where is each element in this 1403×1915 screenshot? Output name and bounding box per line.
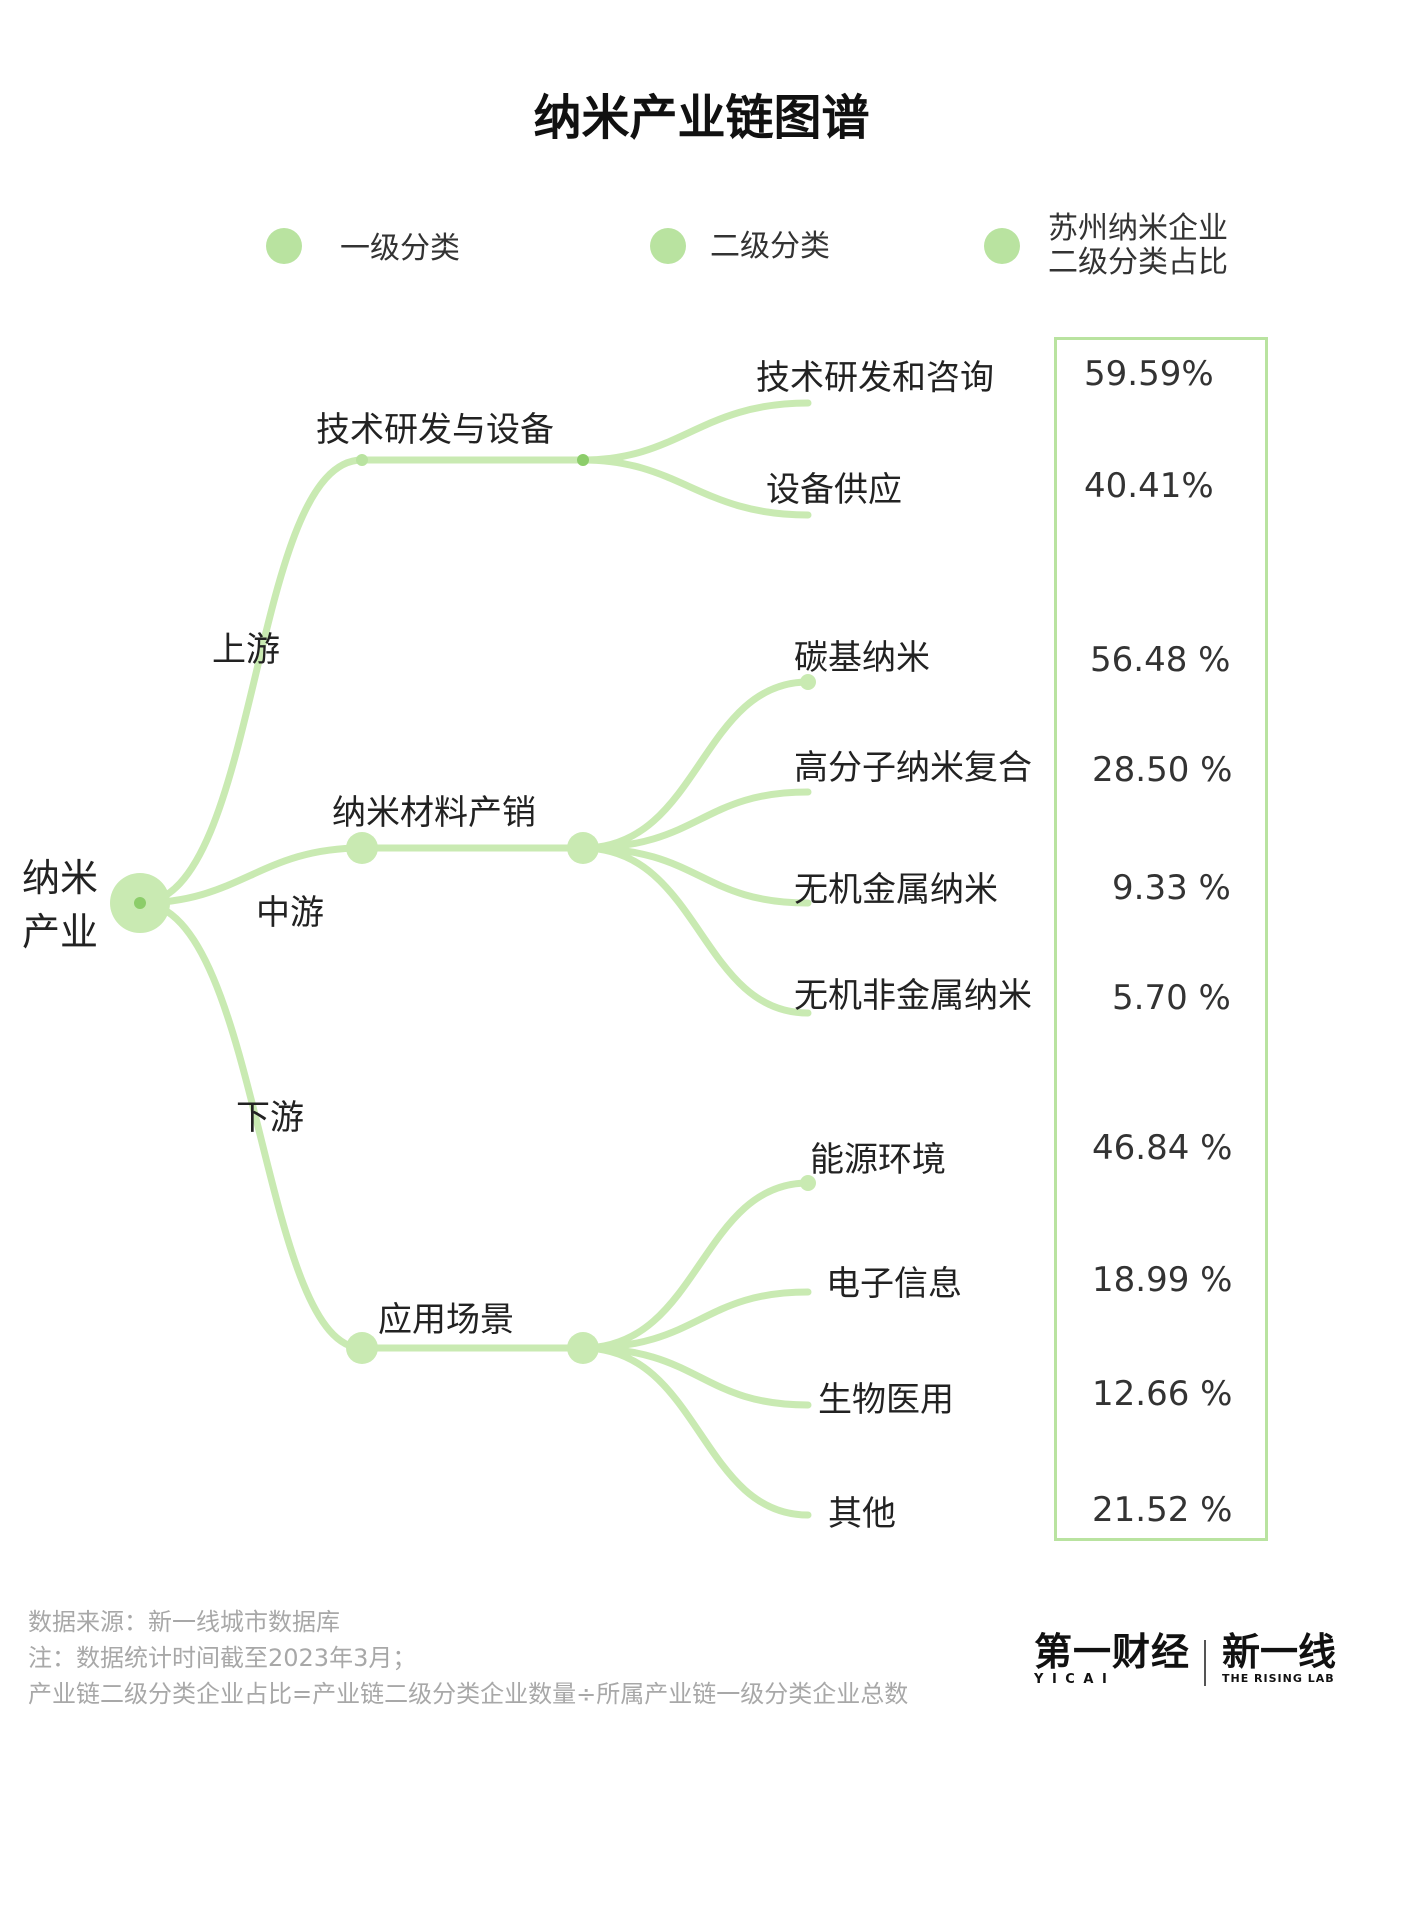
leaf-branch-8 <box>579 1288 812 1352</box>
tree-branches <box>136 399 812 1519</box>
leaf-branch-7 <box>579 1179 812 1352</box>
branch-downstream <box>136 899 366 1352</box>
logo-divider <box>1204 1640 1206 1686</box>
legend-share-label-line2: 二级分类占比 <box>1048 245 1228 280</box>
level2-label: 设备供应 <box>766 470 902 510</box>
leaf-branch-10 <box>579 1344 812 1519</box>
leaf-branch-1 <box>579 399 812 464</box>
leaf-branch-5 <box>579 844 812 907</box>
share-value: 5.70 % <box>1112 978 1231 1018</box>
level2-label: 无机非金属纳米 <box>794 976 1032 1016</box>
rising-lab-logo-text: 新一线 <box>1222 1630 1337 1674</box>
share-value: 59.59% <box>1084 354 1214 394</box>
level2-label: 其他 <box>828 1494 896 1534</box>
node-material-start <box>346 832 378 864</box>
footnote-date: 注：数据统计时间截至2023年3月； <box>28 1644 417 1672</box>
level1-label-application: 应用场景 <box>378 1300 514 1340</box>
leaf-branch-2 <box>579 456 812 519</box>
legend-level1-label: 一级分类 <box>340 231 460 266</box>
node-tech-split <box>577 454 589 466</box>
legend-share-label-line1: 苏州纳米企业 <box>1048 211 1228 246</box>
tier-label-downstream: 下游 <box>236 1098 304 1138</box>
level1-label-tech: 技术研发与设备 <box>316 410 554 450</box>
node-application-start <box>346 1332 378 1364</box>
legend-level2-label: 二级分类 <box>710 229 830 264</box>
tier-label-upstream: 上游 <box>212 630 280 670</box>
level2-label: 技术研发和咨询 <box>756 358 994 398</box>
tier-label-midstream: 中游 <box>256 893 324 933</box>
yicai-logo-sub: Y I C A I <box>1034 1672 1109 1687</box>
leaf-node <box>800 1175 816 1191</box>
leaf-branch-9 <box>579 1344 812 1409</box>
legend-share-dot <box>984 228 1020 264</box>
share-value: 40.41% <box>1084 466 1214 506</box>
share-value: 28.50 % <box>1092 750 1233 790</box>
node-material-split <box>567 832 599 864</box>
root-label-line2: 产业 <box>22 910 99 954</box>
legend-level2-dot <box>650 228 686 264</box>
footnote-formula: 产业链二级分类企业占比=产业链二级分类企业数量÷所属产业链一级分类企业总数 <box>28 1680 909 1708</box>
legend-level1-dot <box>266 228 302 264</box>
share-value: 9.33 % <box>1112 868 1231 908</box>
level2-label: 高分子纳米复合 <box>794 748 1032 788</box>
root-node-center <box>134 897 146 909</box>
share-column-frame <box>1054 337 1268 1541</box>
leaf-branch-3 <box>579 678 812 852</box>
level2-label: 生物医用 <box>818 1380 954 1420</box>
share-value: 46.84 % <box>1092 1128 1233 1168</box>
rising-lab-logo: 新一线 THE RISING LAB <box>1222 1632 1336 1692</box>
rising-lab-logo-sub: THE RISING LAB <box>1222 1672 1335 1685</box>
branch-upstream <box>136 456 366 907</box>
level2-label: 电子信息 <box>826 1264 962 1304</box>
share-value: 21.52 % <box>1092 1490 1233 1530</box>
level2-label: 碳基纳米 <box>794 638 930 678</box>
root-label-line1: 纳米 <box>22 856 99 900</box>
share-value: 12.66 % <box>1092 1374 1233 1414</box>
level2-label: 无机金属纳米 <box>794 870 998 910</box>
yicai-logo-text: 第一财经 <box>1034 1630 1191 1674</box>
node-application-split <box>567 1332 599 1364</box>
node-tech-start <box>356 454 368 466</box>
leaf-branch-4 <box>579 788 812 852</box>
level2-label: 能源环境 <box>810 1140 946 1180</box>
share-value: 18.99 % <box>1092 1260 1233 1300</box>
yicai-logo: 第一财经 Y I C A I <box>1034 1632 1190 1692</box>
leaf-branch-6 <box>579 844 812 1017</box>
branch-midstream <box>136 844 366 907</box>
page-title: 纳米产业链图谱 <box>533 90 870 146</box>
level1-label-material: 纳米材料产销 <box>332 793 536 833</box>
footnote-source: 数据来源：新一线城市数据库 <box>28 1608 340 1636</box>
share-value: 56.48 % <box>1090 640 1231 680</box>
leaf-node <box>800 674 816 690</box>
